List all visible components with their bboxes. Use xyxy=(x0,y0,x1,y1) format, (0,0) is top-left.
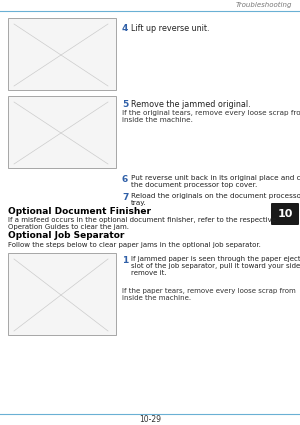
Text: If a misfeed occurs in the optional document finisher, refer to the respective O: If a misfeed occurs in the optional docu… xyxy=(8,217,276,230)
Text: Put reverse unit back in its original place and close
the document processor top: Put reverse unit back in its original pl… xyxy=(131,175,300,188)
Text: Follow the steps below to clear paper jams in the optional job separator.: Follow the steps below to clear paper ja… xyxy=(8,242,261,248)
Text: If the paper tears, remove every loose scrap from
inside the machine.: If the paper tears, remove every loose s… xyxy=(122,288,296,301)
Text: 5: 5 xyxy=(122,100,128,109)
Text: Remove the jammed original.: Remove the jammed original. xyxy=(131,100,250,109)
Text: If jammed paper is seen through the paper ejection
slot of the job separator, pu: If jammed paper is seen through the pape… xyxy=(131,256,300,276)
Text: Troubleshooting: Troubleshooting xyxy=(236,2,292,8)
Text: If the original tears, remove every loose scrap from
inside the machine.: If the original tears, remove every loos… xyxy=(122,110,300,123)
FancyBboxPatch shape xyxy=(271,203,299,225)
Text: Optional Document Finisher: Optional Document Finisher xyxy=(8,207,151,216)
Text: Lift up reverse unit.: Lift up reverse unit. xyxy=(131,24,209,33)
FancyBboxPatch shape xyxy=(8,18,116,90)
Text: 6: 6 xyxy=(122,175,128,184)
Text: 4: 4 xyxy=(122,24,128,33)
Text: Reload the originals on the document processor
tray.: Reload the originals on the document pro… xyxy=(131,193,300,206)
Text: 10-29: 10-29 xyxy=(139,416,161,425)
Text: Optional Job Separator: Optional Job Separator xyxy=(8,231,124,240)
Text: 10: 10 xyxy=(277,209,293,219)
Text: 7: 7 xyxy=(122,193,128,202)
Text: 1: 1 xyxy=(122,256,128,265)
FancyBboxPatch shape xyxy=(8,253,116,335)
FancyBboxPatch shape xyxy=(8,96,116,168)
